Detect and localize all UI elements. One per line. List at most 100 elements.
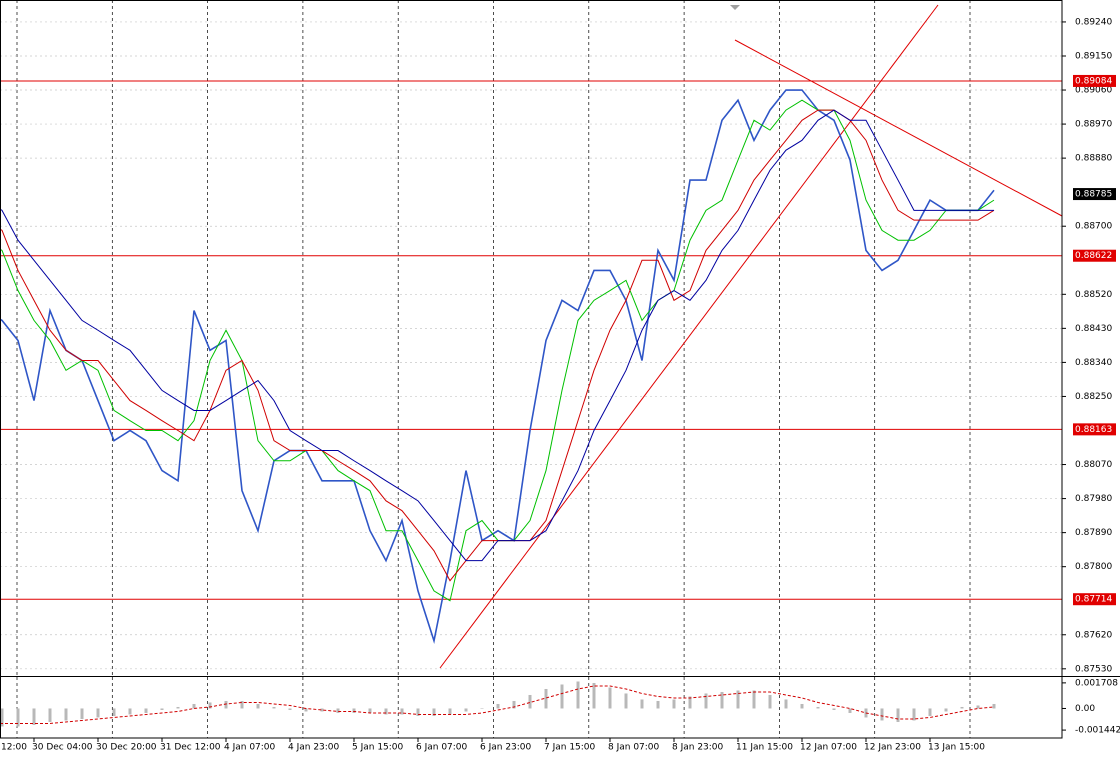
y-tick-label: 0.88520: [1075, 290, 1112, 300]
x-tick-label: 5 Jan 15:00: [352, 743, 404, 753]
y-tick-label: 0.88250: [1075, 392, 1112, 402]
y-tick-label: 0.88700: [1075, 222, 1112, 232]
histogram-bar: [576, 681, 580, 709]
histogram-bar: [528, 694, 532, 709]
y-tick-label: 0.89240: [1075, 17, 1112, 27]
trendline: [734, 39, 1062, 217]
histogram-bar: [832, 708, 836, 710]
x-tick-label: 4 Jan 07:00: [224, 743, 276, 753]
histogram-bar: [144, 708, 148, 713]
histogram-bar: [368, 708, 372, 713]
histogram-bar: [80, 708, 84, 719]
level-label: 0.88163: [1075, 425, 1112, 435]
histogram-bar: [96, 708, 100, 718]
x-tick-label: 8 Jan 07:00: [608, 743, 660, 753]
histogram-bar: [352, 708, 356, 713]
histogram-bar: [944, 708, 948, 712]
x-tick-label: 30 Dec 20:00: [96, 743, 157, 753]
trendline: [439, 4, 939, 669]
shift-marker: [730, 5, 740, 10]
moving-average: [0, 109, 994, 562]
histogram-bar: [608, 687, 612, 709]
y-tick-label: 0.89150: [1075, 51, 1112, 61]
histogram-bar: [192, 703, 196, 709]
histogram-bar: [400, 708, 404, 715]
x-tick-label: 13 Jan 15:00: [928, 743, 985, 753]
x-tick-label: 12 Jan 07:00: [800, 743, 857, 753]
histogram-bar: [720, 691, 724, 709]
histogram-bar: [256, 703, 260, 709]
x-tick-label: 8 Jan 23:00: [672, 743, 724, 753]
histogram-bar: [784, 699, 788, 709]
y-tick-label: 0.88880: [1075, 154, 1112, 164]
y-tick-label: 0.87800: [1075, 562, 1112, 572]
histogram-bar: [224, 700, 228, 709]
histogram-bar: [624, 693, 628, 709]
x-tick-label: 12:00: [1, 743, 27, 753]
histogram-bar: [800, 703, 804, 709]
histogram-bar: [640, 699, 644, 709]
y-tick-label: 0.87530: [1075, 664, 1112, 674]
histogram-bar: [768, 694, 772, 709]
histogram-bar: [816, 706, 820, 709]
histogram-bar: [544, 688, 548, 709]
histogram-bar: [240, 700, 244, 709]
y-tick-label: 0.001708: [1075, 678, 1118, 688]
histogram-bar: [432, 708, 436, 716]
histogram-bar: [48, 708, 52, 722]
histogram-bar: [32, 708, 36, 725]
current-price-box: [1073, 188, 1116, 201]
histogram-bar: [912, 708, 916, 721]
histogram-bar: [64, 708, 68, 721]
y-tick-label: -0.001442: [1075, 726, 1120, 736]
current-price-label: 0.88785: [1075, 190, 1112, 200]
histogram-bar: [208, 702, 212, 709]
histogram-bar: [992, 703, 996, 709]
histogram-bar: [976, 705, 980, 709]
histogram-bar: [880, 708, 884, 721]
y-tick-label: 0.88340: [1075, 358, 1112, 368]
y-tick-label: 0.88430: [1075, 324, 1112, 334]
histogram-bar: [688, 696, 692, 709]
level-label-box: [1073, 593, 1116, 606]
y-tick-label: 0.89060: [1075, 86, 1112, 96]
level-label: 0.88622: [1075, 251, 1112, 261]
y-tick-label: 0.87980: [1075, 494, 1112, 504]
histogram-bar: [0, 708, 4, 727]
histogram-bar: [704, 693, 708, 709]
x-tick-label: 31 Dec 12:00: [160, 743, 221, 753]
level-label: 0.87714: [1075, 595, 1112, 605]
histogram-bar: [416, 708, 420, 716]
level-label-box: [1073, 423, 1116, 436]
y-tick-label: 0.88070: [1075, 460, 1112, 470]
axis: 0.89240 0.89150 0.89060 0.88970 0.88880 0.887…: [1, 17, 1120, 753]
histogram-bar: [752, 690, 756, 709]
level-label-box: [1073, 74, 1116, 87]
histogram-bar: [128, 708, 132, 715]
price-pane: [0, 4, 1062, 669]
y-tick-label: 0.88970: [1075, 120, 1112, 130]
level-label: 0.89084: [1075, 76, 1112, 86]
histogram-bar: [464, 708, 468, 712]
y-tick-label: 0.87890: [1075, 528, 1112, 538]
histogram-bar: [160, 708, 164, 710]
signal-line: [0, 685, 995, 724]
histogram-bar: [384, 708, 388, 715]
x-tick-label: 30 Dec 04:00: [32, 743, 93, 753]
histogram-bar: [512, 700, 516, 709]
histogram-bar: [336, 708, 340, 713]
y-tick-label: 0.00: [1075, 704, 1095, 714]
histogram-bar: [272, 706, 276, 709]
histogram-bar: [304, 708, 308, 712]
grid: [0, 0, 1062, 738]
histogram-bar: [448, 708, 452, 715]
level-label-box: [1073, 249, 1116, 262]
plot-frame: [0, 0, 1063, 739]
histogram-bar: [176, 706, 180, 709]
histogram-bar: [896, 708, 900, 722]
histogram-bar: [960, 706, 964, 709]
x-tick-label: 12 Jan 23:00: [864, 743, 921, 753]
